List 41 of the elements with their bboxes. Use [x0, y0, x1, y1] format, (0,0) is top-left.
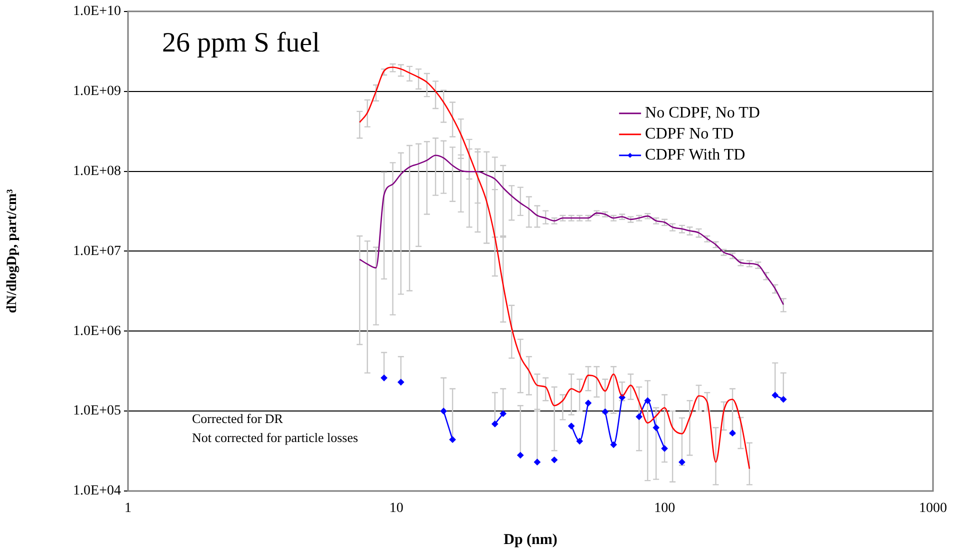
point	[440, 408, 447, 414]
x-axis-title: Dp (nm)	[504, 532, 558, 548]
point	[551, 456, 558, 464]
point	[610, 442, 617, 448]
x-tick-label: 1	[124, 501, 132, 516]
legend-label: CDPF With TD	[645, 146, 746, 164]
x-tick-label: 10	[389, 501, 404, 516]
y-tick-label: 1.0E+09	[73, 84, 121, 100]
legend-label: CDPF No TD	[645, 126, 734, 143]
annotation: Corrected for DR	[192, 411, 284, 426]
point	[568, 422, 575, 430]
point	[729, 430, 736, 436]
point	[780, 396, 787, 403]
point	[517, 452, 524, 458]
point	[661, 445, 668, 452]
y-tick-label: 1.0E+08	[73, 164, 121, 179]
point	[398, 379, 404, 386]
point	[500, 410, 506, 417]
y-tick-label: 1.0E+06	[73, 324, 121, 339]
legend-label: No CDPF, No TD	[645, 104, 760, 122]
point	[636, 414, 642, 420]
text: 26 ppm S fuel	[162, 27, 320, 58]
y-tick-label: 1.0E+07	[73, 244, 121, 259]
point	[449, 436, 456, 443]
y-tick-label: 1.0E+05	[73, 404, 121, 419]
point	[585, 400, 592, 406]
point	[678, 458, 686, 466]
point	[492, 420, 498, 428]
x-tick-label: 1000	[919, 501, 947, 516]
point	[534, 458, 540, 466]
y-tick-label: 1.0E+10	[73, 4, 121, 20]
annotation: Not corrected for particle losses	[192, 430, 358, 445]
x-tick-label: 100	[654, 501, 676, 516]
point	[380, 374, 388, 382]
point	[576, 438, 583, 444]
y-tick-label: 1.0E+04	[73, 484, 121, 499]
point	[772, 392, 778, 398]
point	[652, 424, 660, 431]
point	[602, 408, 608, 415]
point	[644, 398, 651, 404]
y-axis-title: dN/dlogDp, part/cm³	[5, 189, 20, 314]
